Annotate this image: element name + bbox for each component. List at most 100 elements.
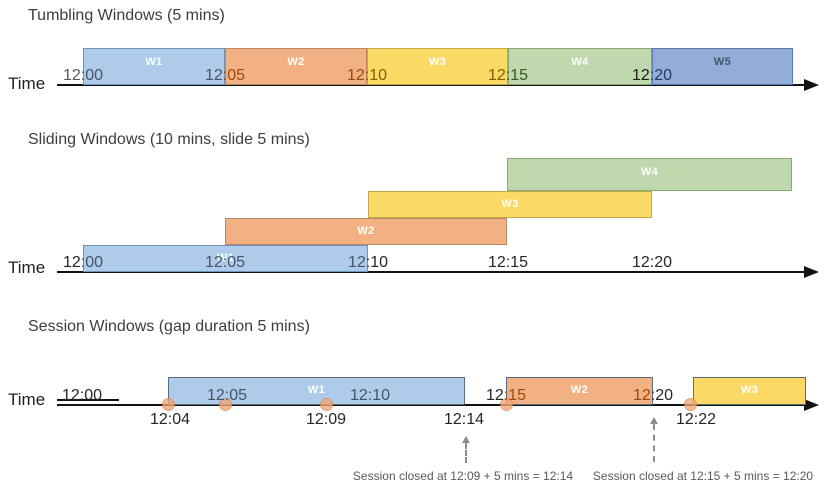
window-box-w1: W1 [168,377,465,405]
tick-label-part: 12 [632,387,651,404]
diagram-title: Session Windows (gap duration 5 mins) [28,318,310,335]
tick-label-part: 12 [61,387,80,404]
tick-label-part: 12 [349,387,368,404]
tick-label-part: 12 [346,67,365,84]
window-box-w3: W3 [368,191,652,218]
tick-label-12-05: 12:05 [205,253,245,272]
tick-label-part: :15 [505,254,529,271]
tick-label-12-15: 12:15 [488,253,528,272]
tick-label-part: :20 [650,387,674,404]
window-label: W4 [571,56,589,68]
dashed-arrow-icon [649,417,658,462]
time-axis-label: Time [8,74,46,93]
tick-label-part: :05 [224,387,248,404]
dashed-arrow-head [649,417,658,424]
window-label: W1 [145,56,163,68]
diagram-title: Tumbling Windows (5 mins) [28,7,225,24]
tick-label-part: :15 [503,387,527,404]
tick-label-part: 12 [204,254,223,271]
tick-label-12-10: 12:10 [347,66,387,85]
time-axis-label: Time [8,390,46,409]
tick-label-part: 12 [631,254,650,271]
tick-label-part: 12 [62,67,81,84]
tick-label-12-05: 12:05 [207,386,247,405]
diagram-title: Sliding Windows (10 mins, slide 5 mins) [28,131,310,148]
tick-label-12-20: 12:20 [633,386,673,405]
window-box-w2: W2 [225,48,367,85]
axis-arrowhead-icon [804,266,819,278]
tick-label-part: :15 [505,67,529,84]
event-dot-12-15 [500,398,513,411]
window-label: W2 [357,225,375,237]
dashed-arrow-icon [461,436,470,463]
window-box-w2: W2 [225,218,507,245]
window-label: W2 [287,56,305,68]
tick-label-12-15: 12:15 [488,66,528,85]
tick-label-12-05: 12:05 [205,66,245,85]
event-dot-12-09 [320,398,333,411]
window-label: W3 [740,384,759,396]
window-label: W3 [428,56,447,68]
dashed-arrow-head [461,436,470,443]
tick-label-part: :20 [649,67,673,84]
tick-label-12-00: 12:00 [63,253,103,272]
dashed-arrow-line [464,443,467,463]
time-axis-line [57,404,804,406]
tick-label-part: :05 [222,67,246,84]
tick-label-part: :10 [365,254,389,271]
axis-arrowhead-icon [804,399,819,411]
window-label: W4 [640,166,659,178]
window-box-w1: W1 [83,48,225,85]
tick-label-12-15: 12:15 [486,386,526,405]
window-label: W2 [570,384,589,396]
tick-label-12-10: 12:10 [350,386,390,405]
session-closed-note: Session closed at 12:09 + 5 mins = 12:14 [352,469,574,483]
event-time-label: 12:09 [305,411,347,428]
window-box-w4: W4 [508,48,652,85]
event-dot-12-05 [219,398,232,411]
tick-label-12-00: 12:00 [62,386,102,405]
time-axis-label: Time [8,258,46,277]
window-label: W1 [307,384,326,396]
window-box-w5: W5 [652,48,793,85]
event-dot-12-22 [684,398,697,411]
tick-label-part: :10 [364,67,388,84]
session-closed-note: Session closed at 12:15 + 5 mins = 12:20 [592,469,814,483]
window-box-w1: W1 [83,245,368,272]
event-time-label: 12:14 [443,411,485,428]
tick-label-part: 12 [347,254,366,271]
window-box-w4: W4 [507,158,792,191]
axis-arrowhead-icon [804,79,819,91]
window-label: W5 [713,56,732,68]
dashed-arrow-line [652,424,655,462]
tick-label-12-20: 12:20 [632,253,672,272]
window-box-w3: W3 [367,48,508,85]
tick-underline [57,399,119,401]
tick-label-part: :10 [367,387,391,404]
tick-label-part: :00 [80,254,104,271]
tick-label-part: 12 [62,254,81,271]
tick-label-part: :00 [79,387,103,404]
tick-label-part: 12 [487,254,506,271]
tick-label-12-00: 12:00 [63,66,103,85]
time-axis-line [57,84,804,86]
tick-label-part: :00 [80,67,104,84]
tick-label-part: 12 [485,387,504,404]
window-label: W3 [501,198,519,210]
event-time-label: 12:22 [675,411,717,428]
tick-label-part: 12 [206,387,225,404]
tick-label-part: 12 [487,67,506,84]
window-box-w3: W3 [693,377,806,405]
tick-label-12-10: 12:10 [348,253,388,272]
tick-label-12-20: 12:20 [632,66,672,85]
time-axis-line [57,271,804,273]
window-label: W1 [216,252,235,264]
tick-label-part: :20 [649,254,673,271]
window-box-w2: W2 [506,377,653,405]
tick-label-part: :05 [222,254,246,271]
tick-label-part: 12 [204,67,223,84]
event-dot-12-04 [162,398,175,411]
event-time-label: 12:04 [149,411,191,428]
tick-label-part: 12 [631,67,650,84]
